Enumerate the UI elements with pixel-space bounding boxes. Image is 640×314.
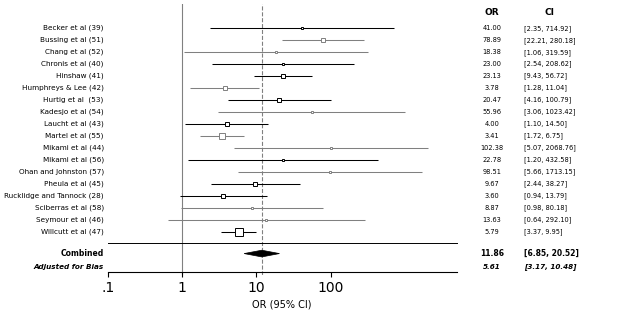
- Text: [1.28, 11.04]: [1.28, 11.04]: [524, 85, 567, 91]
- Text: 3.41: 3.41: [484, 133, 499, 139]
- Text: CI: CI: [545, 8, 554, 17]
- Text: 23.13: 23.13: [483, 73, 501, 79]
- Text: [5.07, 2068.76]: [5.07, 2068.76]: [524, 145, 576, 151]
- Text: [0.98, 80.18]: [0.98, 80.18]: [524, 205, 567, 211]
- Text: 102.38: 102.38: [480, 145, 504, 151]
- Text: Mikami et al (56): Mikami et al (56): [42, 157, 104, 163]
- Text: 18.38: 18.38: [483, 49, 501, 55]
- Text: [0.94, 13.79]: [0.94, 13.79]: [524, 193, 566, 199]
- Text: Willcutt et al (47): Willcutt et al (47): [41, 229, 104, 235]
- Text: Humphreys & Lee (42): Humphreys & Lee (42): [22, 85, 104, 91]
- Text: Seymour et al (46): Seymour et al (46): [36, 217, 104, 223]
- Text: Combined: Combined: [60, 249, 104, 258]
- Text: Mikami et al (44): Mikami et al (44): [42, 145, 104, 151]
- Text: Laucht et al (43): Laucht et al (43): [44, 121, 104, 127]
- Text: 55.96: 55.96: [483, 109, 501, 115]
- Text: Becker et al (39): Becker et al (39): [44, 25, 104, 31]
- Text: 41.00: 41.00: [483, 25, 501, 31]
- Text: 3.78: 3.78: [484, 85, 499, 91]
- Text: Sciberras et al (58): Sciberras et al (58): [35, 205, 104, 211]
- Text: 78.89: 78.89: [483, 37, 501, 43]
- Text: [2.35, 714.92]: [2.35, 714.92]: [524, 25, 571, 31]
- Text: Adjusted for Bias: Adjusted for Bias: [33, 264, 104, 270]
- Text: [1.10, 14.50]: [1.10, 14.50]: [524, 121, 567, 127]
- Text: Kadesjo et al (54): Kadesjo et al (54): [40, 109, 104, 115]
- Text: 13.63: 13.63: [483, 217, 501, 223]
- Text: [3.17, 10.48]: [3.17, 10.48]: [524, 263, 577, 270]
- Text: 98.51: 98.51: [483, 169, 501, 175]
- Text: Ohan and Johnston (57): Ohan and Johnston (57): [19, 169, 104, 175]
- Text: 5.61: 5.61: [483, 264, 500, 270]
- Text: Hinshaw (41): Hinshaw (41): [56, 73, 104, 79]
- Text: Pheula et al (45): Pheula et al (45): [44, 181, 104, 187]
- Text: 20.47: 20.47: [483, 97, 501, 103]
- Text: [3.06, 1023.42]: [3.06, 1023.42]: [524, 109, 575, 116]
- Text: Rucklidge and Tannock (28): Rucklidge and Tannock (28): [4, 193, 104, 199]
- Text: [1.72, 6.75]: [1.72, 6.75]: [524, 133, 563, 139]
- Text: 5.79: 5.79: [484, 229, 499, 235]
- X-axis label: OR (95% CI): OR (95% CI): [253, 300, 312, 309]
- Text: [5.66, 1713.15]: [5.66, 1713.15]: [524, 169, 575, 176]
- Text: [1.06, 319.59]: [1.06, 319.59]: [524, 49, 571, 56]
- Polygon shape: [244, 250, 280, 257]
- Text: 8.87: 8.87: [484, 205, 499, 211]
- Text: Hurtig et al  (53): Hurtig et al (53): [44, 97, 104, 103]
- Text: [0.64, 292.10]: [0.64, 292.10]: [524, 217, 572, 223]
- Text: Martel et al (55): Martel et al (55): [45, 133, 104, 139]
- Text: [4.16, 100.79]: [4.16, 100.79]: [524, 97, 571, 104]
- Text: [2.44, 38.27]: [2.44, 38.27]: [524, 181, 567, 187]
- Text: 9.67: 9.67: [484, 181, 499, 187]
- Text: 22.78: 22.78: [483, 157, 501, 163]
- Text: [3.37, 9.95]: [3.37, 9.95]: [524, 229, 563, 236]
- Text: OR: OR: [484, 8, 499, 17]
- Text: 3.60: 3.60: [484, 193, 499, 199]
- Text: [1.20, 432.58]: [1.20, 432.58]: [524, 157, 572, 163]
- Text: [2.54, 208.62]: [2.54, 208.62]: [524, 61, 572, 68]
- Text: Chang et al (52): Chang et al (52): [45, 49, 104, 55]
- Text: Bussing et al (51): Bussing et al (51): [40, 37, 104, 43]
- Text: 23.00: 23.00: [483, 61, 501, 67]
- Text: [6.85, 20.52]: [6.85, 20.52]: [524, 249, 579, 258]
- Text: 4.00: 4.00: [484, 121, 499, 127]
- Text: Chronis et al (40): Chronis et al (40): [42, 61, 104, 68]
- Text: [9.43, 56.72]: [9.43, 56.72]: [524, 73, 567, 79]
- Text: [22.21, 280.18]: [22.21, 280.18]: [524, 37, 575, 44]
- Text: 11.86: 11.86: [480, 249, 504, 258]
